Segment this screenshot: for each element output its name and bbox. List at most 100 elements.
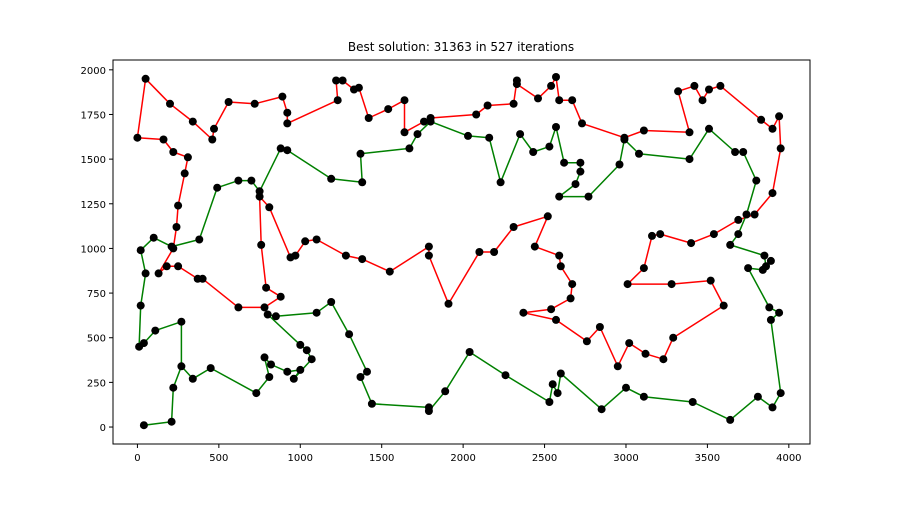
city-point (776, 144, 785, 153)
city-point (490, 248, 499, 256)
city-point (545, 398, 554, 406)
city-point (271, 312, 280, 321)
city-point (265, 203, 274, 212)
city-point (327, 298, 336, 306)
city-point (582, 337, 591, 346)
y-tick-label: 1750 (81, 110, 106, 121)
city-point (475, 248, 484, 256)
city-point (659, 355, 668, 364)
city-point (768, 189, 777, 198)
city-point (734, 230, 743, 239)
city-point (571, 180, 580, 189)
city-point (752, 176, 761, 185)
city-point (141, 269, 150, 278)
city-point (276, 292, 285, 301)
city-point (162, 262, 171, 271)
y-axis: 0 250 500 750 1000 1250 1500 1750 2000 (81, 66, 113, 434)
city-point (296, 340, 305, 349)
city-point (552, 123, 560, 131)
city-point (509, 223, 518, 231)
city-point (568, 96, 577, 105)
x-tick-label: 1000 (288, 453, 313, 464)
city-point (766, 256, 775, 265)
city-point (250, 99, 259, 108)
city-point (234, 303, 243, 312)
city-point (385, 267, 394, 276)
city-point (224, 98, 233, 106)
x-tick-label: 1500 (369, 453, 394, 464)
city-point (367, 399, 376, 408)
city-point (625, 339, 634, 348)
city-point (276, 144, 285, 153)
city-point (553, 389, 562, 398)
city-point (312, 235, 321, 244)
city-point (441, 387, 450, 396)
city-point (555, 251, 564, 260)
city-point (687, 239, 696, 248)
x-tick-label: 3500 (695, 453, 720, 464)
city-point (719, 301, 728, 310)
city-point (400, 96, 409, 105)
city-point (674, 87, 683, 96)
city-point (384, 105, 393, 114)
city-point (656, 230, 665, 239)
city-point (424, 403, 433, 412)
city-point (356, 149, 365, 158)
city-point (174, 201, 183, 210)
city-point (283, 367, 292, 376)
city-point (555, 96, 564, 105)
city-point (709, 230, 718, 239)
city-point (595, 323, 604, 331)
city-point (356, 373, 365, 381)
city-point (496, 178, 505, 187)
city-point (555, 192, 564, 201)
city-point (413, 130, 422, 139)
city-point (620, 135, 629, 144)
city-point (195, 235, 204, 244)
y-tick-label: 1000 (81, 244, 106, 255)
city-point (247, 176, 256, 185)
city-point (560, 158, 569, 167)
city-point (568, 280, 577, 289)
y-tick-label: 0 (100, 423, 106, 434)
y-tick-label: 750 (87, 289, 106, 300)
city-point (509, 99, 518, 108)
city-point (483, 101, 492, 110)
city-point (766, 315, 775, 324)
city-point (177, 317, 186, 326)
city-point (765, 303, 774, 312)
city-point (556, 369, 565, 378)
city-point (234, 176, 243, 185)
city-point (635, 149, 643, 158)
city-point (739, 148, 748, 156)
city-point (716, 81, 725, 90)
city-point (354, 83, 363, 92)
city-point (405, 144, 414, 153)
city-point (731, 148, 740, 156)
city-point (705, 124, 713, 133)
city-point (307, 355, 316, 364)
city-point (566, 294, 575, 303)
city-point (547, 81, 556, 90)
city-point (757, 115, 766, 124)
city-point (267, 360, 275, 369)
city-point (576, 167, 585, 176)
city-point (688, 398, 697, 406)
city-point (534, 94, 542, 103)
city-point (705, 85, 713, 94)
city-point (667, 280, 676, 289)
city-point (135, 342, 144, 351)
city-point (149, 233, 158, 242)
y-tick-label: 1250 (81, 200, 106, 211)
city-point (552, 73, 560, 81)
city-point (706, 276, 715, 285)
city-point (501, 371, 510, 380)
plot-frame (112, 59, 811, 445)
city-point (512, 80, 521, 89)
city-point (358, 255, 367, 264)
city-point (260, 303, 269, 312)
city-point (768, 124, 777, 133)
route-series-0 (136, 76, 782, 368)
city-point (358, 178, 367, 187)
